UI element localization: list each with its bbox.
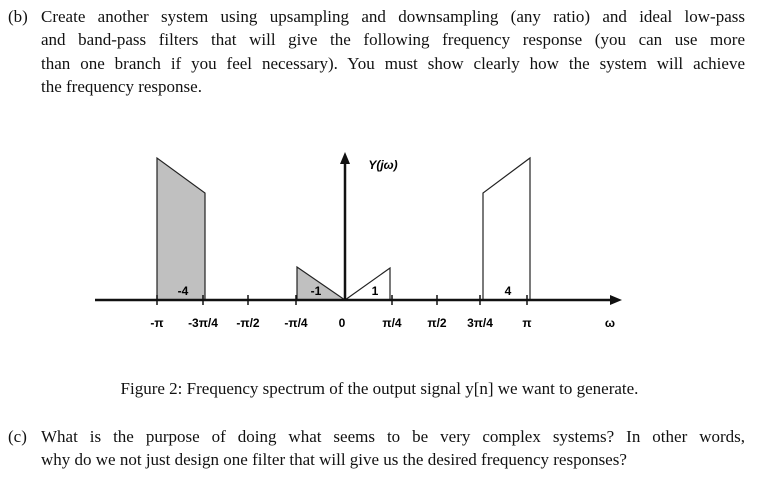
region-label: 4 <box>505 284 512 298</box>
shape <box>156 156 206 301</box>
tick-label: -π/2 <box>236 316 260 330</box>
caption: Figure 2: Frequency spectrum of the outp… <box>120 379 639 398</box>
text-line: why do we not just design one filter tha… <box>41 450 627 470</box>
tick-label: -3π/4 <box>188 316 218 330</box>
text-line: and band-pass filters that will give the… <box>41 30 745 50</box>
tick-label: 0 <box>339 316 346 330</box>
x-label: ω <box>605 316 615 330</box>
region-label: -4 <box>178 284 189 298</box>
tick-label: π/2 <box>427 316 447 330</box>
tick-label: -π <box>150 316 163 330</box>
shape <box>482 156 531 301</box>
y-label: Y(jω) <box>368 158 397 172</box>
shape <box>343 266 391 301</box>
text-line: Create another system using upsampling a… <box>41 7 745 26</box>
text-line: What is the purpose of doing what seems … <box>41 427 745 446</box>
region-label: 1 <box>372 284 379 298</box>
tick-label: π <box>522 316 531 330</box>
region-label: -1 <box>311 284 322 298</box>
part-label: (c) <box>8 427 27 446</box>
tick-label: -π/4 <box>284 316 308 330</box>
arrow <box>610 295 622 305</box>
tick-label: π/4 <box>382 316 402 330</box>
text-line: the frequency response. <box>41 76 202 96</box>
arrow <box>340 152 350 164</box>
part-label: (b) <box>8 7 28 26</box>
text-line: than one branch if you feel necessary). … <box>41 53 745 73</box>
tick-label: 3π/4 <box>467 316 493 330</box>
